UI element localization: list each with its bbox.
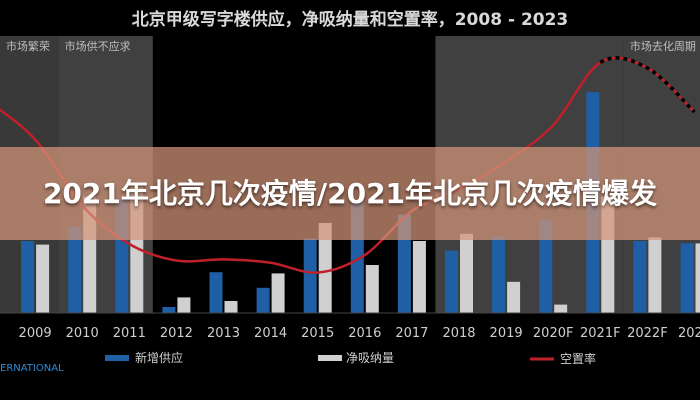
x-tick-2023F: 2023 xyxy=(678,326,700,341)
x-tick-2022F: 2022F xyxy=(627,326,668,341)
bar-new-supply-2014 xyxy=(256,287,270,313)
bar-net-absorption-2020F xyxy=(554,304,568,313)
bar-net-absorption-2017 xyxy=(412,241,426,313)
shaded-period-label-0: 市场繁荣 xyxy=(6,39,50,53)
x-tick-labels: 8200920102011201220132014201520162017201… xyxy=(19,326,700,341)
bar-new-supply-2018 xyxy=(445,250,458,313)
bar-net-absorption-2014 xyxy=(271,273,285,313)
shaded-period-label-3: 市场去化周期 xyxy=(630,39,696,53)
bar-net-absorption-2009 xyxy=(36,244,50,313)
bar-net-absorption-2018 xyxy=(460,233,473,313)
legend-label-vacancy-rate: 空置率 xyxy=(560,351,596,366)
headline-banner: 2021年北京几次疫情/2021年北京几次疫情爆发 xyxy=(0,147,700,240)
bar-new-supply-2010 xyxy=(68,226,82,313)
headline-text: 2021年北京几次疫情/2021年北京几次疫情爆发 xyxy=(42,177,658,210)
bar-new-supply-2015 xyxy=(303,238,317,313)
x-tick-2016: 2016 xyxy=(348,326,381,341)
bar-new-supply-2013 xyxy=(209,272,223,313)
bar-net-absorption-2016 xyxy=(365,265,379,313)
bar-new-supply-2020F xyxy=(539,219,553,313)
vacancy-rate-forecast-gaps xyxy=(599,56,696,114)
bar-new-supply-2023F xyxy=(680,243,694,313)
x-tick-2021F: 2021F xyxy=(580,326,621,341)
bar-new-supply-2022F xyxy=(633,241,647,313)
bar-net-absorption-2015 xyxy=(318,223,332,313)
chart-title: 北京甲级写字楼供应，净吸纳量和空置率，2008 - 2023 xyxy=(132,9,569,30)
x-tick-2020F: 2020F xyxy=(533,326,574,341)
bar-net-absorption-2019 xyxy=(507,281,521,313)
x-tick-2015: 2015 xyxy=(301,326,334,341)
x-tick-2010: 2010 xyxy=(66,326,99,341)
bar-new-supply-2012 xyxy=(162,307,176,313)
source-label: ERNATIONAL xyxy=(0,363,64,374)
x-tick-2014: 2014 xyxy=(254,326,287,341)
legend-swatch-new-supply xyxy=(105,355,129,361)
x-tick-2018: 2018 xyxy=(442,326,475,341)
legend-label-net-absorption: 净吸纳量 xyxy=(346,351,394,365)
legend-swatch-net-absorption xyxy=(318,355,342,361)
x-tick-2017: 2017 xyxy=(395,326,428,341)
shaded-period-label-1: 市场供不应求 xyxy=(65,39,131,53)
bar-new-supply-2009 xyxy=(21,241,35,313)
bar-net-absorption-2013 xyxy=(224,301,238,313)
x-tick-2009: 2009 xyxy=(19,326,52,341)
legend: 新增供应 净吸纳量 空置率 xyxy=(105,350,596,366)
bar-net-absorption-2012 xyxy=(177,297,191,313)
bar-net-absorption-2023F xyxy=(695,243,700,313)
bar-net-absorption-2022F xyxy=(648,237,662,313)
x-tick-2011: 2011 xyxy=(113,326,146,341)
x-tick-2012: 2012 xyxy=(160,326,193,341)
legend-label-new-supply: 新增供应 xyxy=(135,350,183,365)
bar-new-supply-2019 xyxy=(492,236,506,313)
x-tick-2013: 2013 xyxy=(207,326,240,341)
x-tick-2019: 2019 xyxy=(490,326,523,341)
